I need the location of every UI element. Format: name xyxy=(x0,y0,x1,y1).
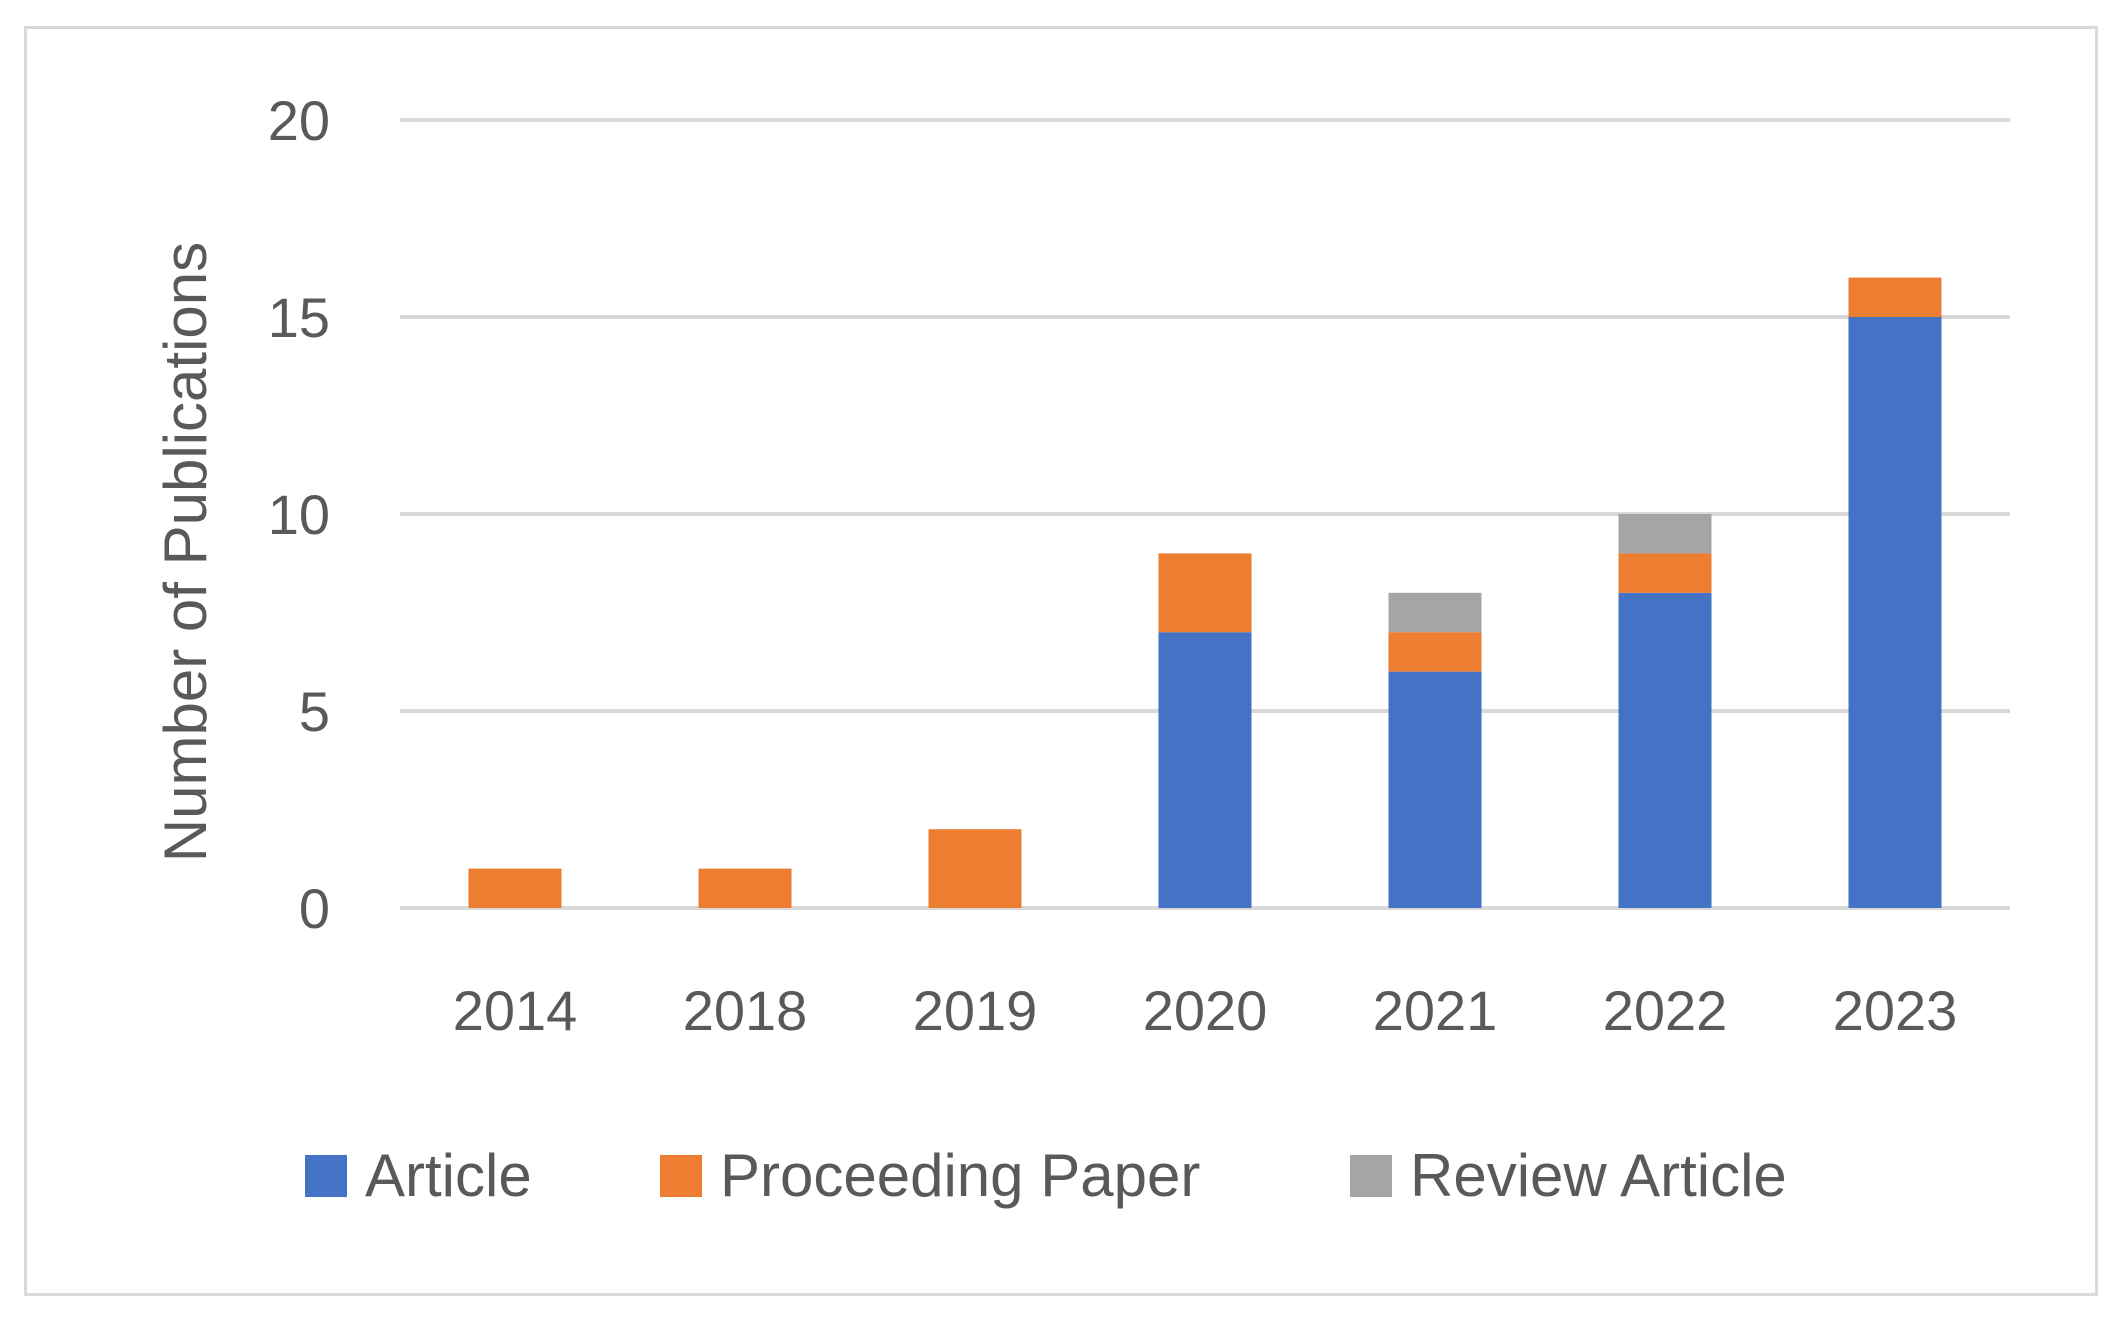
bar-segment-article-2022 xyxy=(1618,592,1712,908)
legend-label: Article xyxy=(365,1142,532,1209)
y-tick-label: 20 xyxy=(268,89,330,152)
bar-segment-proceeding-paper-2014 xyxy=(468,868,562,908)
y-tick-label: 5 xyxy=(299,680,330,743)
bar-segment-article-2021 xyxy=(1388,671,1482,908)
bar-segment-article-2020 xyxy=(1158,632,1252,908)
bar-segment-proceeding-paper-2023 xyxy=(1848,277,1942,317)
y-tick-label: 15 xyxy=(268,286,330,349)
legend-swatch-proceeding-paper xyxy=(660,1155,702,1197)
bar-segment-review-article-2021 xyxy=(1388,592,1482,633)
bar-segment-proceeding-paper-2018 xyxy=(698,868,792,908)
x-tick-labels: 2014 2018 2019 2020 2021 2022 2023 xyxy=(453,979,1958,1042)
legend-label: Proceeding Paper xyxy=(720,1142,1200,1209)
x-tick-label: 2020 xyxy=(1143,979,1268,1042)
y-tick-label: 10 xyxy=(268,483,330,546)
y-tick-labels: 0 5 10 15 20 xyxy=(268,89,330,940)
legend-swatch-article xyxy=(305,1155,347,1197)
legend-swatch-review-article xyxy=(1350,1155,1392,1197)
x-tick-label: 2023 xyxy=(1833,979,1958,1042)
y-axis-title: Number of Publications xyxy=(152,242,219,862)
bar-segment-review-article-2022 xyxy=(1618,514,1712,554)
x-tick-label: 2022 xyxy=(1603,979,1728,1042)
chart-frame xyxy=(24,26,2098,1296)
bar-segment-proceeding-paper-2022 xyxy=(1618,553,1712,593)
bar-segment-proceeding-paper-2020 xyxy=(1158,553,1252,633)
x-tick-label: 2019 xyxy=(913,979,1038,1042)
bars xyxy=(468,277,1942,908)
bar-segment-proceeding-paper-2019 xyxy=(928,829,1022,908)
y-tick-label: 0 xyxy=(299,877,330,940)
x-tick-label: 2014 xyxy=(453,979,578,1042)
legend: Article Proceeding Paper Review Article xyxy=(305,1142,1787,1209)
x-tick-label: 2021 xyxy=(1373,979,1498,1042)
bar-segment-proceeding-paper-2021 xyxy=(1388,632,1482,672)
bar-segment-article-2023 xyxy=(1848,317,1942,908)
legend-label: Review Article xyxy=(1410,1142,1787,1209)
x-tick-label: 2018 xyxy=(683,979,808,1042)
